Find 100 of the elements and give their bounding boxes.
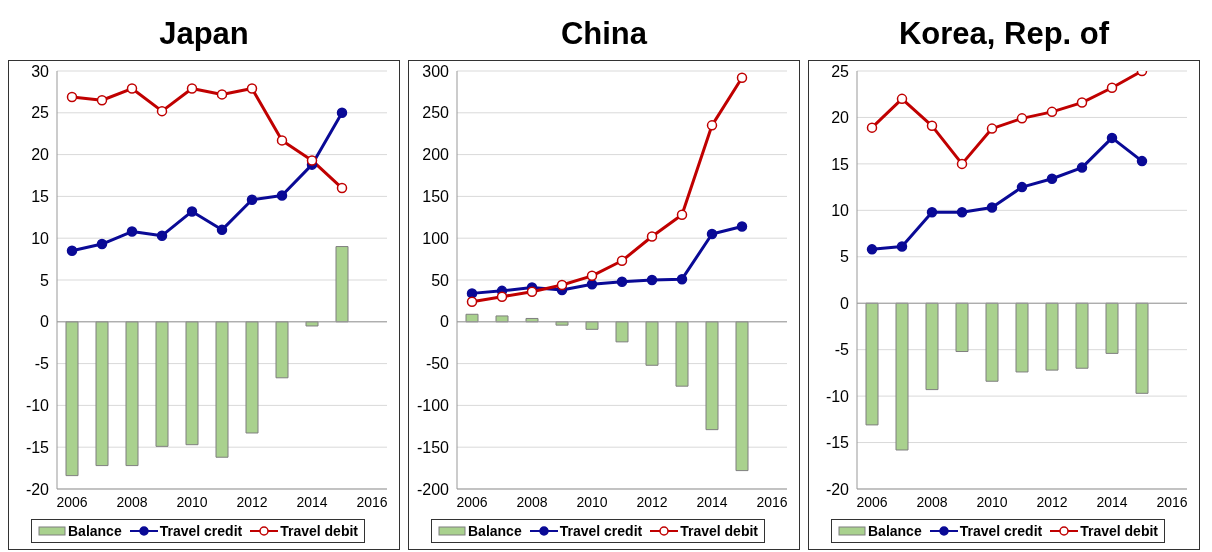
point: [306, 155, 318, 166]
legend-label: Travel credit: [559, 523, 643, 539]
point: [466, 296, 478, 307]
chart-title: Japan: [158, 15, 250, 53]
y-tick-label: 250: [422, 104, 450, 122]
x-tick-label: 2012: [1036, 493, 1068, 510]
point: [676, 209, 688, 221]
y-tick-label: 200: [422, 146, 450, 164]
point: [276, 135, 288, 146]
point: [96, 95, 108, 106]
y-tick-label: -5: [34, 355, 50, 373]
x-tick-label: 2008: [916, 493, 948, 510]
point: [986, 123, 998, 134]
x-tick-label: 2008: [116, 493, 148, 510]
point: [156, 230, 168, 241]
point: [1046, 173, 1058, 184]
point: [126, 226, 138, 237]
point: [1106, 132, 1118, 144]
y-tick-label: -5: [834, 341, 850, 359]
y-tick-label: 5: [840, 248, 850, 266]
y-tick-label: -15: [25, 438, 50, 456]
point: [896, 241, 908, 252]
chart-title: Korea, Rep. of: [897, 15, 1111, 53]
legend-label: Travel debit: [1080, 523, 1158, 539]
point: [926, 120, 938, 132]
point: [1076, 162, 1088, 173]
point: [526, 286, 538, 297]
x-tick-label: 2012: [636, 493, 668, 510]
x-tick-label: 2016: [356, 493, 388, 510]
point: [646, 274, 658, 286]
y-tick-label: 10: [31, 229, 50, 247]
point: [866, 122, 878, 133]
point: [336, 107, 348, 119]
x-tick-label: 2012: [236, 493, 268, 510]
y-tick-label: -150: [416, 438, 450, 456]
x-tick-label: 2014: [696, 493, 728, 510]
legend-label: Travel credit: [959, 523, 1043, 539]
point: [496, 291, 508, 302]
bar: [615, 321, 629, 343]
y-tick-label: -200: [416, 480, 450, 498]
x-tick-label: 2010: [176, 493, 208, 510]
legend-label: Balance: [867, 523, 922, 539]
point: [246, 194, 258, 205]
x-tick-label: 2010: [576, 493, 608, 510]
y-tick-label: 20: [31, 146, 50, 164]
point: [706, 120, 718, 131]
legend-label: Balance: [67, 523, 122, 539]
point: [736, 221, 748, 232]
point: [186, 206, 198, 217]
point: [896, 93, 908, 105]
y-tick-label: 25: [831, 62, 850, 80]
x-tick-label: 2016: [756, 493, 788, 510]
x-tick-label: 2008: [516, 493, 548, 510]
point: [706, 228, 718, 240]
point: [216, 89, 228, 100]
legend-label: Travel credit: [159, 523, 243, 539]
point: [156, 105, 168, 117]
bar: [705, 321, 719, 431]
y-tick-label: 300: [422, 62, 450, 80]
point: [926, 206, 938, 218]
y-tick-label: -10: [25, 397, 50, 415]
point: [646, 231, 658, 242]
y-tick-label: 150: [422, 188, 450, 206]
point: [616, 276, 628, 287]
point: [336, 182, 348, 194]
y-tick-label: 25: [31, 104, 50, 122]
y-tick-label: 100: [422, 229, 450, 247]
y-tick-label: 0: [40, 313, 50, 331]
y-tick-label: 20: [831, 109, 850, 127]
point: [956, 158, 968, 170]
point: [556, 279, 568, 291]
y-tick-label: 50: [431, 271, 450, 289]
y-tick-label: -10: [825, 387, 850, 405]
point: [66, 245, 78, 256]
bar: [675, 321, 689, 387]
point: [96, 238, 108, 250]
y-tick-label: 10: [831, 202, 850, 220]
x-tick-label: 2014: [296, 493, 328, 510]
x-tick-label: 2006: [456, 493, 488, 510]
y-tick-label: -50: [425, 355, 450, 373]
y-tick-label: 15: [831, 155, 850, 173]
point: [676, 273, 688, 285]
legend-label: Travel debit: [280, 523, 358, 539]
point: [1016, 113, 1028, 124]
bar: [495, 315, 509, 323]
x-tick-label: 2006: [856, 493, 888, 510]
point: [1076, 97, 1088, 108]
y-tick-label: 0: [840, 294, 850, 312]
point: [276, 190, 288, 201]
y-tick-label: 5: [40, 271, 50, 289]
point: [1016, 181, 1028, 193]
point: [586, 270, 598, 282]
y-tick-label: -100: [416, 397, 450, 415]
point: [736, 72, 748, 83]
x-tick-label: 2006: [56, 493, 88, 510]
point: [956, 206, 968, 218]
point: [186, 83, 198, 94]
point: [1106, 82, 1118, 93]
point: [66, 91, 78, 103]
point: [216, 224, 228, 236]
